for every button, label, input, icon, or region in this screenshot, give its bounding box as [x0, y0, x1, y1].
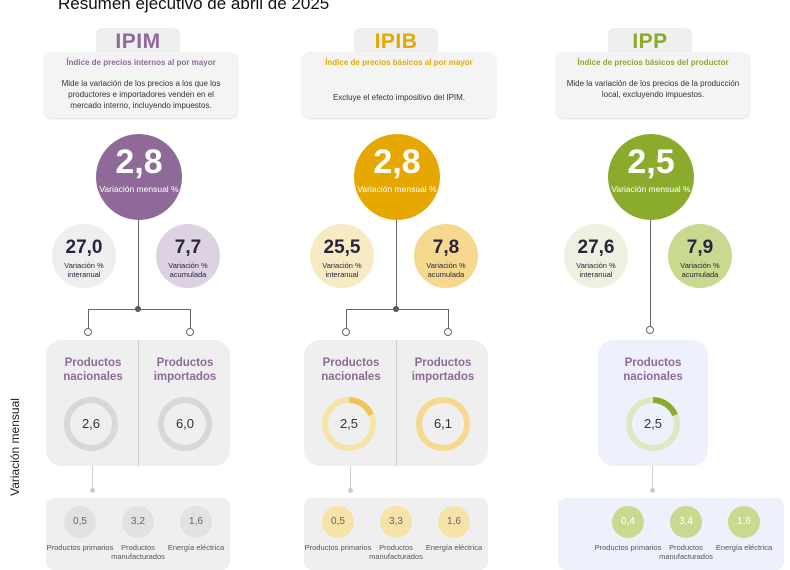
ipib-connector-vertical — [396, 220, 397, 310]
ipp-tab: IPP — [608, 28, 692, 54]
ipp-national-ring-icon — [626, 397, 680, 451]
ipim-sub-primarios-circle: 0,5 — [64, 506, 96, 538]
ipim-monthly-label: Variación mensual % — [99, 184, 179, 194]
ipib-sub-manufacturados-label: Productos manufacturados — [369, 543, 423, 561]
ipim-sub-manufacturados-label: Productos manufacturados — [111, 543, 165, 561]
ipib-sub-energia-label: Energía eléctrica — [425, 543, 483, 552]
ipib-monthly-value: 2,8 — [373, 143, 421, 181]
ipib-branch-right-dot — [444, 328, 452, 336]
ipp-accumulated-value: 7,9 — [686, 237, 714, 258]
ipib-accumulated-circle: 7,8 Variación % acumulada — [414, 224, 478, 288]
ipp-accumulated-label: Variación % acumulada — [680, 261, 720, 279]
ipp-connector-vertical — [650, 220, 651, 328]
ipp-monthly-label: Variación mensual % — [611, 184, 691, 194]
ipim-monthly-value: 2,8 — [115, 143, 163, 181]
ipib-imported-value: 6,1 — [433, 416, 453, 431]
ipib-subtitle: Índice de precios básicos al por mayor — [325, 58, 473, 67]
ipib-sub-energia-circle: 1,6 — [438, 506, 470, 538]
ipib-imported-ring-icon — [416, 397, 470, 451]
ipp-accumulated-circle: 7,9 Variación % acumulada — [668, 224, 732, 288]
ipim-imported-label: Productos importados — [153, 357, 217, 383]
ipim-sub-energia-label: Energía eléctrica — [167, 543, 225, 552]
ipim-sub-primarios-label: Productos primarios — [46, 543, 114, 552]
ipib-sub-link — [350, 466, 351, 492]
ipp-interannual-value: 27,6 — [577, 237, 615, 258]
ipp-monthly-circle: 2,5 Variación mensual % — [608, 134, 694, 220]
ipib-tab: IPIB — [354, 28, 438, 54]
ipp-sub-manufacturados-label: Productos manufacturados — [659, 543, 713, 561]
ipib-column: IPIB Índice de precios básicos al por ma… — [298, 0, 528, 570]
ipib-branch-left — [346, 309, 347, 331]
ipp-interannual-circle: 27,6 Variación % interanual — [564, 224, 628, 288]
ipib-products-divider — [396, 340, 397, 466]
ipim-national-ring-icon — [64, 397, 118, 451]
ipib-description: Excluye el efecto impositivo del IPIM. — [332, 93, 466, 102]
ipim-branch-left — [88, 309, 89, 331]
ipib-sub-primarios-label: Productos primarios — [304, 543, 372, 552]
ipim-interannual-label: Variación % interanual — [64, 261, 104, 279]
ipim-accumulated-label: Variación % acumulada — [168, 261, 208, 279]
ipim-monthly-circle: 2,8 Variación mensual % — [96, 134, 182, 220]
ipim-products-divider — [138, 340, 139, 466]
ipib-sub-manufacturados-circle: 3,3 — [380, 506, 412, 538]
ipim-accumulated-value: 7,7 — [174, 237, 202, 258]
ipp-national-value: 2,5 — [643, 416, 663, 431]
ipib-interannual-label: Variación % interanual — [322, 261, 362, 279]
ipib-monthly-label: Variación mensual % — [357, 184, 437, 194]
ipim-sub-link-dot — [90, 488, 95, 493]
ipib-sub-link-dot — [348, 488, 353, 493]
page-title: Resumen ejecutivo de abril de 2025 — [58, 0, 330, 13]
ipp-sub-primarios-circle: 0,4 — [612, 506, 644, 538]
ipib-connector-horizontal — [346, 309, 448, 310]
ipim-imported-ring-icon — [158, 397, 212, 451]
ipib-branch-left-dot — [342, 328, 350, 336]
ipp-info-card: Índice de precios básicos del productor … — [556, 52, 750, 118]
ipim-branch-right-dot — [186, 328, 194, 336]
ipib-branch-right — [448, 309, 449, 331]
ipib-accumulated-label: Variación % acumulada — [426, 261, 466, 279]
ipp-description: Mide la variación de los precios de la p… — [566, 79, 740, 99]
ipp-column: IPP Índice de precios básicos del produc… — [552, 0, 784, 570]
ipim-national-label: Productos nacionales — [63, 357, 123, 383]
ipp-sub-link — [652, 466, 653, 492]
ipp-national-label: Productos nacionales — [623, 357, 683, 383]
ipib-interannual-value: 25,5 — [323, 237, 361, 258]
ipim-connector-vertical — [138, 220, 139, 310]
ipp-interannual-label: Variación % interanual — [576, 261, 616, 279]
ipim-accumulated-circle: 7,7 Variación % acumulada — [156, 224, 220, 288]
ipib-sub-primarios-circle: 0,5 — [322, 506, 354, 538]
ipp-connector-dot — [646, 326, 654, 334]
side-axis-label: Variación mensual — [8, 398, 22, 496]
ipim-info-card: Índice de precios internos al por mayor … — [44, 52, 238, 118]
ipim-connector-horizontal — [88, 309, 190, 310]
ipp-sub-manufacturados-circle: 3,4 — [670, 506, 702, 538]
ipib-national-label: Productos nacionales — [321, 357, 381, 383]
ipib-info-card: Índice de precios básicos al por mayor E… — [302, 52, 496, 118]
ipp-sub-energia-circle: 1,6 — [728, 506, 760, 538]
ipp-monthly-value: 2,5 — [627, 143, 675, 181]
ipim-description: Mide la variación de los precios a los q… — [61, 79, 221, 110]
ipp-subtitle: Índice de precios básicos del productor — [577, 58, 729, 67]
ipim-column: IPIM Índice de precios internos al por m… — [40, 0, 270, 570]
ipim-national-value: 2,6 — [81, 416, 101, 431]
ipim-imported-value: 6,0 — [175, 416, 195, 431]
ipim-sub-energia-circle: 1,6 — [180, 506, 212, 538]
ipim-branch-left-dot — [84, 328, 92, 336]
ipim-subtitle: Índice de precios internos al por mayor — [66, 58, 216, 67]
ipim-sub-manufacturados-circle: 3,2 — [122, 506, 154, 538]
ipib-accumulated-value: 7,8 — [432, 237, 460, 258]
ipib-interannual-circle: 25,5 Variación % interanual — [310, 224, 374, 288]
ipib-monthly-circle: 2,8 Variación mensual % — [354, 134, 440, 220]
ipib-imported-label: Productos importados — [411, 357, 475, 383]
ipim-tab: IPIM — [96, 28, 180, 54]
ipib-national-ring-icon — [322, 397, 376, 451]
ipim-sub-link — [92, 466, 93, 492]
ipim-interannual-circle: 27,0 Variación % interanual — [52, 224, 116, 288]
ipp-sub-link-dot — [650, 488, 655, 493]
ipim-branch-right — [190, 309, 191, 331]
ipim-interannual-value: 27,0 — [65, 237, 103, 258]
ipp-sub-primarios-label: Productos primarios — [594, 543, 662, 552]
ipp-sub-energia-label: Energía eléctrica — [715, 543, 773, 552]
ipib-national-value: 2,5 — [339, 416, 359, 431]
